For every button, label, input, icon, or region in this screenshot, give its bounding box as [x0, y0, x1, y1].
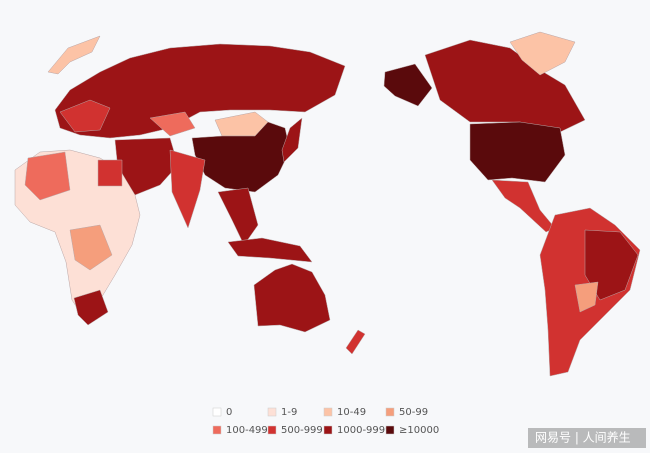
- legend-label: 1-9: [281, 407, 297, 418]
- region: [491, 179, 556, 233]
- region: [469, 121, 566, 183]
- region: [424, 39, 586, 133]
- region: [509, 31, 576, 76]
- region: [73, 289, 109, 326]
- region: [345, 329, 366, 355]
- legend-label: 0: [226, 407, 232, 418]
- world-map: [14, 31, 641, 377]
- legend-swatch: [212, 407, 222, 417]
- legend-swatch: [212, 425, 222, 435]
- legend-swatch: [323, 407, 333, 417]
- watermark-bg: [528, 428, 646, 448]
- legend: 0 1-9 10-49 50-99 100-499 500-999 1000-9999 ≥10…: [212, 407, 439, 436]
- legend-swatch: [385, 407, 395, 417]
- legend-swatch: [267, 425, 277, 435]
- region: [47, 35, 101, 75]
- region: [69, 224, 113, 271]
- region: [149, 111, 196, 137]
- legend-swatch: [385, 425, 395, 435]
- legend-label: ≥10000: [399, 425, 439, 436]
- legend-label: 1000-9999: [337, 425, 392, 436]
- region: [54, 43, 346, 139]
- region: [574, 281, 599, 313]
- region: [383, 63, 433, 107]
- legend-label: 100-499: [226, 425, 268, 436]
- legend-swatch: [323, 425, 333, 435]
- watermark: 网易号 | 人间养生: [535, 430, 631, 445]
- legend-label: 50-99: [399, 407, 428, 418]
- region: [227, 237, 313, 263]
- region: [59, 99, 111, 133]
- region: [24, 151, 71, 201]
- region: [217, 187, 259, 246]
- region: [97, 159, 123, 187]
- legend-label: 500-999: [281, 425, 323, 436]
- region: [191, 121, 291, 193]
- legend-swatch: [267, 407, 277, 417]
- region: [169, 149, 206, 229]
- region: [584, 229, 639, 301]
- region: [253, 263, 331, 333]
- region: [281, 117, 303, 163]
- legend-label: 10-49: [337, 407, 366, 418]
